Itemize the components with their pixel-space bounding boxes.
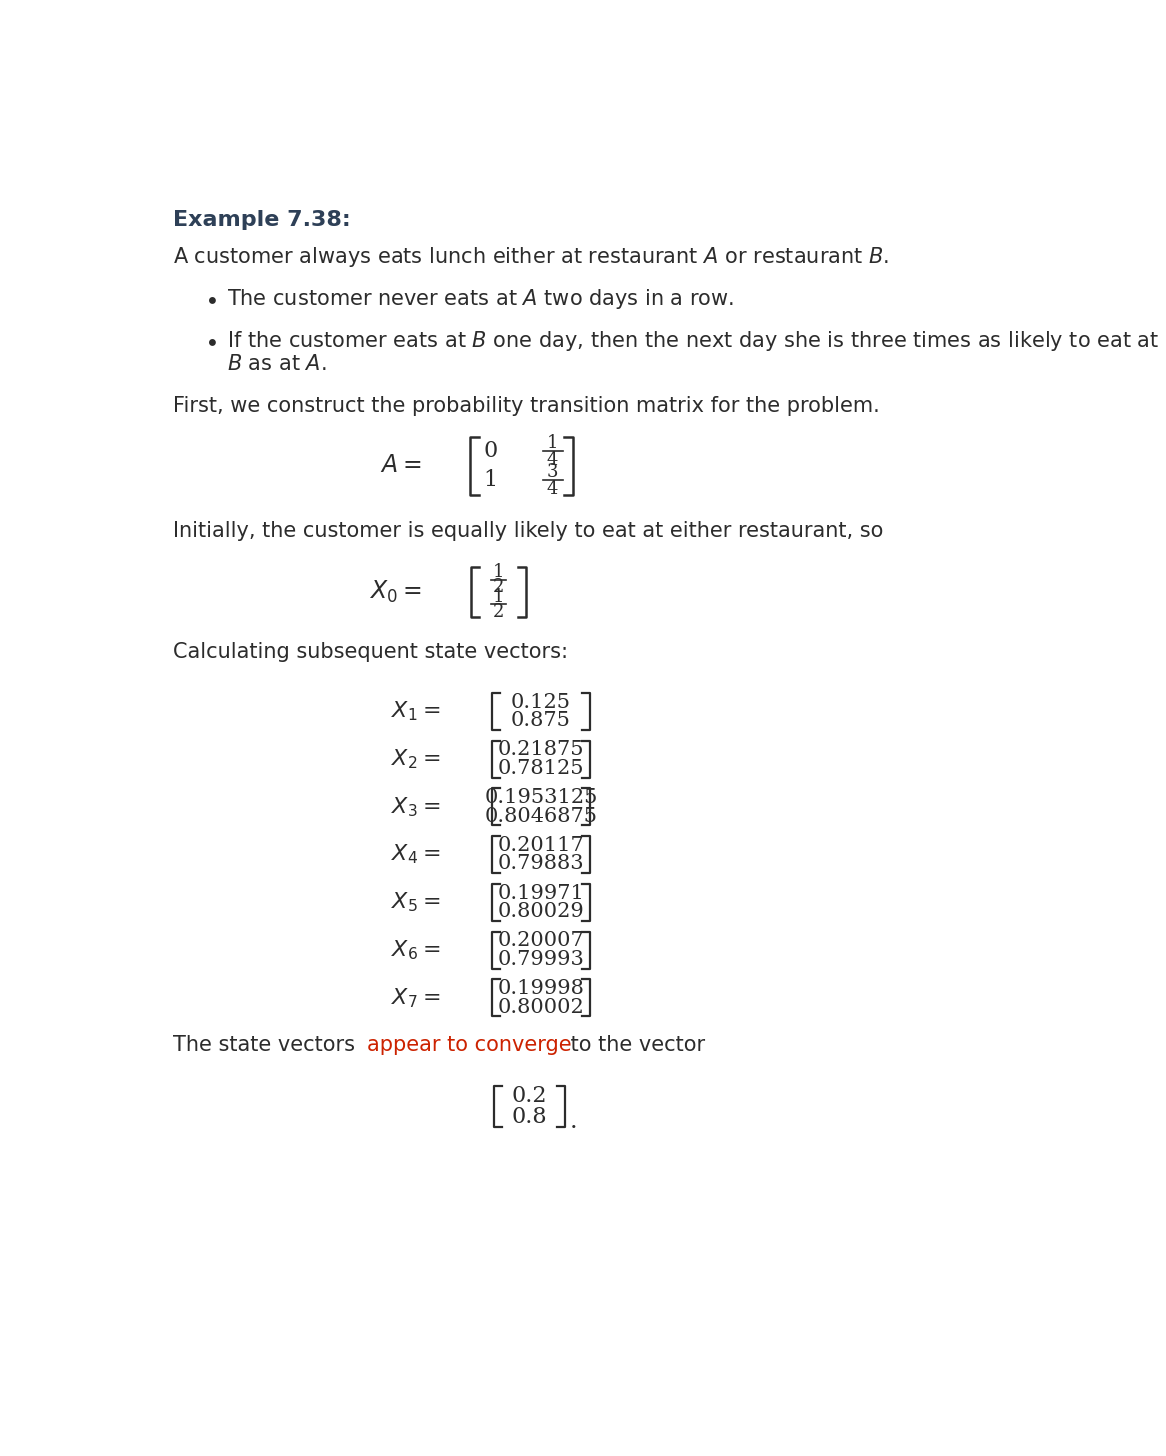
Text: 0.80002: 0.80002	[498, 997, 584, 1016]
Text: 0.78125: 0.78125	[498, 759, 584, 778]
Text: 0.8046875: 0.8046875	[485, 807, 597, 826]
Text: 4: 4	[547, 450, 559, 469]
Text: $X_5 = $: $X_5 = $	[391, 891, 441, 914]
Text: The state vectors: The state vectors	[173, 1035, 361, 1054]
Text: 0.2: 0.2	[512, 1085, 547, 1107]
Text: 0.20007: 0.20007	[498, 932, 584, 951]
Text: 0.79993: 0.79993	[498, 949, 584, 968]
Text: 0.80029: 0.80029	[498, 903, 584, 922]
Text: 3: 3	[547, 463, 559, 480]
Text: The customer never eats at $\mathit{A}$ two days in a row.: The customer never eats at $\mathit{A}$ …	[227, 287, 735, 312]
Text: $A = $: $A = $	[380, 454, 421, 478]
Text: $X_3 = $: $X_3 = $	[391, 795, 441, 818]
Text: 0.21875: 0.21875	[498, 741, 584, 760]
Text: 0.875: 0.875	[511, 711, 571, 729]
Text: 0.79883: 0.79883	[498, 855, 584, 874]
Text: $\bullet$: $\bullet$	[204, 287, 217, 312]
Text: Example 7.38:: Example 7.38:	[173, 210, 351, 230]
Text: 0.19971: 0.19971	[498, 884, 584, 903]
Text: 1: 1	[492, 563, 504, 581]
Text: 2: 2	[493, 603, 504, 622]
Text: If the customer eats at $\mathit{B}$ one day, then the next day she is three tim: If the customer eats at $\mathit{B}$ one…	[227, 329, 1159, 354]
Text: A customer always eats lunch either at restaurant $\mathit{A}$ or restaurant $\m: A customer always eats lunch either at r…	[173, 245, 890, 269]
Text: 0.20117: 0.20117	[498, 836, 584, 855]
Text: 1: 1	[547, 434, 559, 451]
Text: 1: 1	[484, 469, 498, 492]
Text: $X_4 = $: $X_4 = $	[391, 843, 441, 866]
Text: 2: 2	[493, 578, 504, 597]
Text: $X_0 = $: $X_0 = $	[368, 579, 421, 606]
Text: $X_2 = $: $X_2 = $	[391, 747, 441, 770]
Text: Initially, the customer is equally likely to eat at either restaurant, so: Initially, the customer is equally likel…	[173, 521, 884, 542]
Text: 0.125: 0.125	[511, 693, 571, 712]
Text: Calculating subsequent state vectors:: Calculating subsequent state vectors:	[173, 642, 568, 662]
Text: $X_6 = $: $X_6 = $	[391, 938, 441, 962]
Text: First, we construct the probability transition matrix for the problem.: First, we construct the probability tran…	[173, 396, 879, 416]
Text: 0: 0	[484, 440, 498, 462]
Text: 1: 1	[492, 588, 504, 606]
Text: $X_1 = $: $X_1 = $	[391, 700, 441, 724]
Text: $X_7 = $: $X_7 = $	[391, 986, 441, 1009]
Text: to the vector: to the vector	[564, 1035, 705, 1054]
Text: 0.19998: 0.19998	[498, 978, 584, 999]
Text: $\mathit{B}$ as at $\mathit{A}$.: $\mathit{B}$ as at $\mathit{A}$.	[227, 354, 326, 374]
Text: $\bullet$: $\bullet$	[204, 329, 217, 354]
Text: 4: 4	[547, 480, 559, 498]
Text: .: .	[569, 1111, 577, 1133]
Text: 0.8: 0.8	[512, 1105, 547, 1128]
Text: 0.1953125: 0.1953125	[484, 788, 598, 807]
Text: appear to converge: appear to converge	[366, 1035, 571, 1054]
